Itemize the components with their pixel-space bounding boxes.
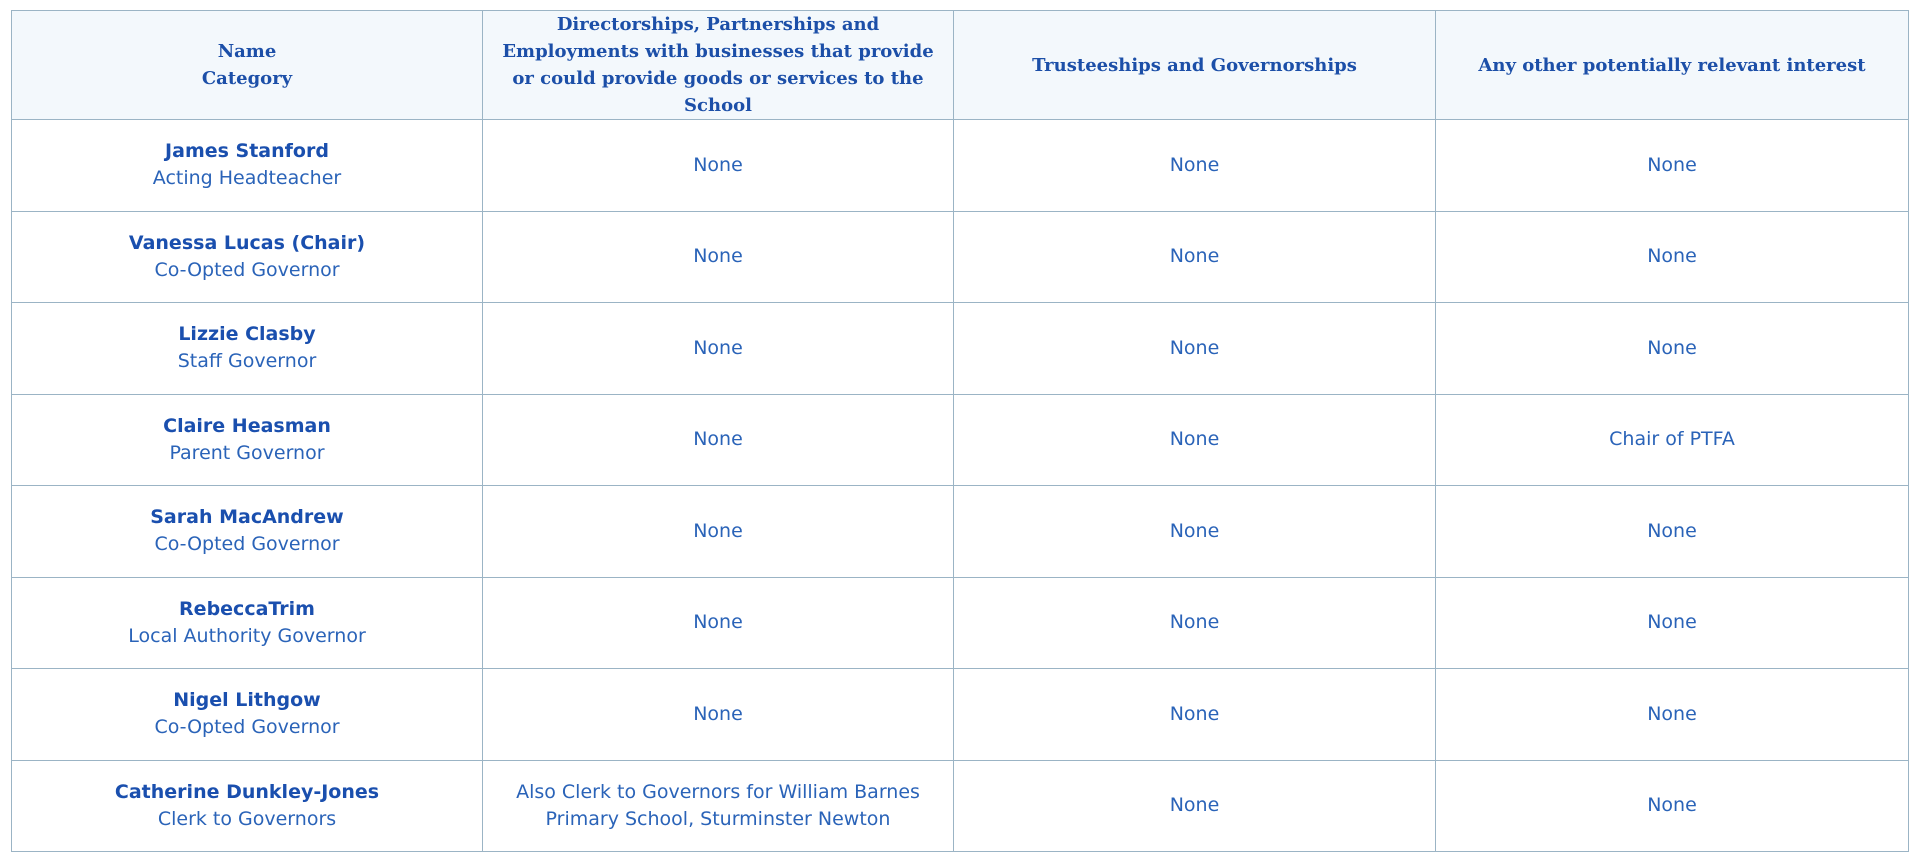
trusteeships-cell: None — [953, 210, 1436, 303]
directorships-cell: None — [482, 576, 954, 669]
trusteeships-cell: None — [953, 668, 1436, 761]
table-row: Claire Heasman Parent Governor None None… — [11, 393, 1909, 486]
person-category: Co-Opted Governor — [154, 258, 340, 281]
person-category: Parent Governor — [169, 441, 325, 464]
name-category-cell: Lizzie Clasby Staff Governor — [11, 302, 483, 395]
header-row: Name Category Directorships, Partnership… — [11, 10, 1909, 120]
name-category-cell: Nigel Lithgow Co-Opted Governor — [11, 668, 483, 761]
name-category-cell: Catherine Dunkley-Jones Clerk to Governo… — [11, 759, 483, 852]
header-name-label: Name — [217, 41, 277, 62]
trusteeships-cell: None — [953, 759, 1436, 852]
governor-interests-table: Name Category Directorships, Partnership… — [11, 10, 1909, 852]
other-interest-cell: None — [1435, 485, 1909, 578]
trusteeships-cell: None — [953, 576, 1436, 669]
other-interest-cell: None — [1435, 576, 1909, 669]
table-row: Sarah MacAndrew Co-Opted Governor None N… — [11, 485, 1909, 578]
person-category: Staff Governor — [177, 350, 317, 373]
table-row: Lizzie Clasby Staff Governor None None N… — [11, 302, 1909, 395]
header-other-interest: Any other potentially relevant interest — [1435, 10, 1909, 120]
other-interest-cell: None — [1435, 302, 1909, 395]
trusteeships-cell: None — [953, 302, 1436, 395]
directorships-cell: None — [482, 210, 954, 303]
person-category: Co-Opted Governor — [154, 533, 340, 556]
person-name: Nigel Lithgow — [173, 689, 321, 712]
person-name: Claire Heasman — [163, 414, 331, 437]
table-row: Catherine Dunkley-Jones Clerk to Governo… — [11, 759, 1909, 852]
governor-interests-table-wrapper: Name Category Directorships, Partnership… — [11, 10, 1909, 852]
person-category: Co-Opted Governor — [154, 716, 340, 739]
trusteeships-cell: None — [953, 119, 1436, 212]
directorships-cell: None — [482, 485, 954, 578]
table-row: Vanessa Lucas (Chair) Co-Opted Governor … — [11, 210, 1909, 303]
person-name: Lizzie Clasby — [178, 323, 316, 346]
person-name: Catherine Dunkley-Jones — [114, 780, 380, 803]
name-category-cell: James Stanford Acting Headteacher — [11, 119, 483, 212]
other-interest-cell: None — [1435, 119, 1909, 212]
directorships-cell: None — [482, 302, 954, 395]
header-other-interest-label: Any other potentially relevant interest — [1478, 54, 1866, 76]
trusteeships-cell: None — [953, 393, 1436, 486]
trusteeships-cell: None — [953, 485, 1436, 578]
name-category-cell: Claire Heasman Parent Governor — [11, 393, 483, 486]
table-row: RebeccaTrim Local Authority Governor Non… — [11, 576, 1909, 669]
person-name: Sarah MacAndrew — [150, 506, 344, 529]
other-interest-cell: None — [1435, 759, 1909, 852]
directorships-cell: None — [482, 668, 954, 761]
header-name-category: Name Category — [11, 10, 483, 120]
table-row: James Stanford Acting Headteacher None N… — [11, 119, 1909, 212]
person-name: James Stanford — [165, 140, 329, 163]
person-name: Vanessa Lucas (Chair) — [128, 231, 366, 254]
table-row: Nigel Lithgow Co-Opted Governor None Non… — [11, 668, 1909, 761]
other-interest-cell: None — [1435, 210, 1909, 303]
person-name: RebeccaTrim — [179, 597, 315, 620]
name-category-cell: Sarah MacAndrew Co-Opted Governor — [11, 485, 483, 578]
directorships-cell: None — [482, 119, 954, 212]
name-category-cell: RebeccaTrim Local Authority Governor — [11, 576, 483, 669]
other-interest-cell: None — [1435, 668, 1909, 761]
header-directorships: Directorships, Partnerships and Employme… — [482, 10, 954, 120]
person-category: Local Authority Governor — [128, 624, 366, 647]
header-trusteeships: Trusteeships and Governorships — [953, 10, 1436, 120]
header-directorships-label: Directorships, Partnerships and Employme… — [502, 14, 934, 116]
name-category-cell: Vanessa Lucas (Chair) Co-Opted Governor — [11, 210, 483, 303]
person-category: Acting Headteacher — [152, 167, 342, 190]
person-category: Clerk to Governors — [157, 807, 337, 830]
directorships-cell: Also Clerk to Governors for William Barn… — [482, 759, 954, 852]
table-body: James Stanford Acting Headteacher None N… — [11, 119, 1909, 852]
header-category-label: Category — [201, 68, 293, 89]
header-trusteeships-label: Trusteeships and Governorships — [1032, 54, 1357, 76]
table-header: Name Category Directorships, Partnership… — [11, 10, 1909, 120]
other-interest-cell: Chair of PTFA — [1435, 393, 1909, 486]
directorships-cell: None — [482, 393, 954, 486]
